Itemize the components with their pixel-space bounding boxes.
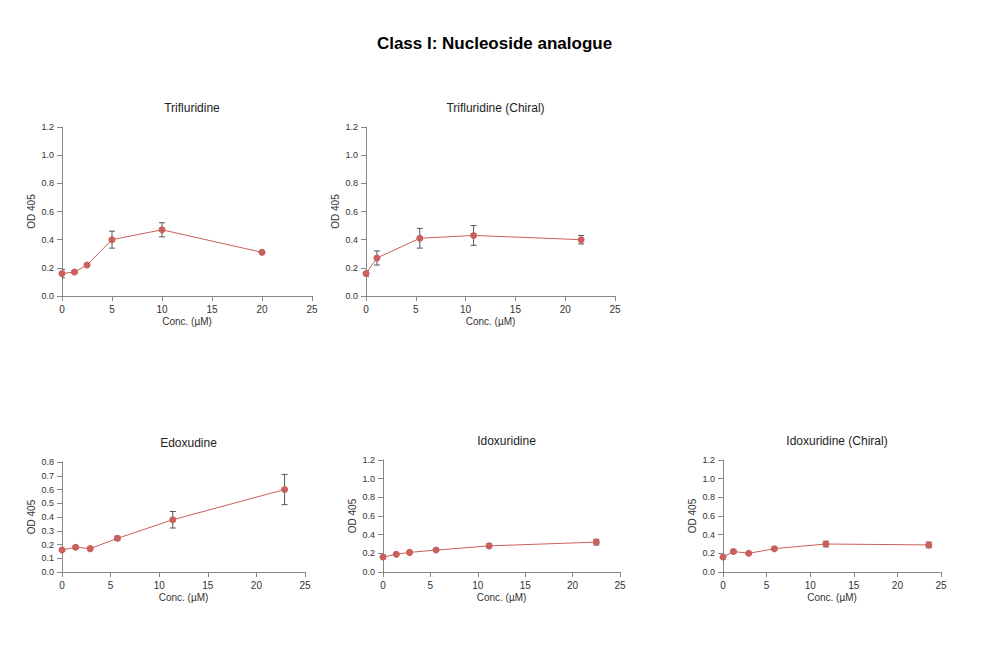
svg-text:0.8: 0.8 — [702, 492, 715, 502]
svg-text:0.5: 0.5 — [41, 498, 54, 508]
svg-text:0: 0 — [59, 304, 65, 315]
svg-text:0.6: 0.6 — [702, 511, 715, 521]
svg-text:0.4: 0.4 — [362, 530, 375, 540]
svg-text:Idoxuridine (Chiral): Idoxuridine (Chiral) — [786, 434, 887, 448]
svg-text:1.0: 1.0 — [41, 150, 54, 160]
svg-text:0.3: 0.3 — [41, 526, 54, 536]
svg-text:1.0: 1.0 — [702, 474, 715, 484]
svg-text:OD 405: OD 405 — [26, 499, 37, 534]
svg-text:15: 15 — [202, 580, 214, 591]
svg-text:0.8: 0.8 — [362, 492, 375, 502]
svg-text:OD 405: OD 405 — [26, 194, 37, 229]
svg-text:20: 20 — [560, 304, 572, 315]
svg-text:10: 10 — [156, 304, 168, 315]
svg-text:Edoxudine: Edoxudine — [160, 436, 217, 450]
svg-text:OD 405: OD 405 — [687, 498, 698, 533]
svg-text:0.0: 0.0 — [345, 291, 358, 301]
svg-text:5: 5 — [109, 304, 115, 315]
svg-text:10: 10 — [154, 580, 166, 591]
svg-text:Conc. (µM): Conc. (µM) — [807, 592, 857, 603]
svg-text:Class I: Nucleoside analogue: Class I: Nucleoside analogue — [377, 34, 612, 53]
svg-text:0.7: 0.7 — [41, 471, 54, 481]
svg-text:0.1: 0.1 — [41, 553, 54, 563]
svg-text:0.6: 0.6 — [362, 511, 375, 521]
svg-text:5: 5 — [413, 304, 419, 315]
svg-text:1.2: 1.2 — [702, 455, 715, 465]
svg-text:Trifluridine (Chiral): Trifluridine (Chiral) — [446, 101, 544, 115]
svg-text:1.0: 1.0 — [362, 474, 375, 484]
svg-text:25: 25 — [299, 580, 311, 591]
svg-text:0.0: 0.0 — [41, 291, 54, 301]
svg-text:20: 20 — [567, 580, 579, 591]
svg-text:Conc. (µM): Conc. (µM) — [162, 316, 212, 327]
svg-text:25: 25 — [614, 580, 626, 591]
svg-text:25: 25 — [609, 304, 621, 315]
svg-text:5: 5 — [108, 580, 114, 591]
svg-text:Idoxuridine: Idoxuridine — [477, 434, 536, 448]
svg-text:15: 15 — [206, 304, 218, 315]
svg-text:0.4: 0.4 — [702, 530, 715, 540]
svg-text:0.6: 0.6 — [41, 207, 54, 217]
svg-text:0.0: 0.0 — [702, 567, 715, 577]
svg-text:0.2: 0.2 — [362, 548, 375, 558]
svg-text:0.8: 0.8 — [41, 178, 54, 188]
svg-text:0.4: 0.4 — [345, 235, 358, 245]
svg-text:0.6: 0.6 — [41, 485, 54, 495]
svg-text:1.0: 1.0 — [345, 150, 358, 160]
svg-text:Trifluridine: Trifluridine — [164, 101, 220, 115]
svg-text:10: 10 — [805, 580, 817, 591]
svg-text:0.8: 0.8 — [41, 457, 54, 467]
svg-text:15: 15 — [510, 304, 522, 315]
svg-text:Conc. (µM): Conc. (µM) — [159, 592, 209, 603]
svg-text:20: 20 — [892, 580, 904, 591]
svg-text:25: 25 — [306, 304, 318, 315]
svg-text:25: 25 — [935, 580, 947, 591]
svg-text:0.4: 0.4 — [41, 235, 54, 245]
svg-text:0.6: 0.6 — [345, 207, 358, 217]
svg-text:0.2: 0.2 — [41, 263, 54, 273]
svg-text:1.2: 1.2 — [362, 455, 375, 465]
svg-text:Conc. (µM): Conc. (µM) — [477, 592, 527, 603]
svg-text:0.2: 0.2 — [702, 548, 715, 558]
svg-text:10: 10 — [460, 304, 472, 315]
svg-text:1.2: 1.2 — [41, 122, 54, 132]
svg-text:OD 405: OD 405 — [330, 194, 341, 229]
svg-text:Conc. (µM): Conc. (µM) — [466, 316, 516, 327]
svg-text:0: 0 — [363, 304, 369, 315]
svg-text:15: 15 — [520, 580, 532, 591]
svg-text:0.0: 0.0 — [362, 567, 375, 577]
svg-text:0.8: 0.8 — [345, 178, 358, 188]
svg-text:0.4: 0.4 — [41, 512, 54, 522]
svg-text:10: 10 — [472, 580, 484, 591]
svg-text:0: 0 — [380, 580, 386, 591]
svg-text:5: 5 — [764, 580, 770, 591]
svg-text:20: 20 — [251, 580, 263, 591]
svg-text:20: 20 — [256, 304, 268, 315]
svg-text:15: 15 — [848, 580, 860, 591]
svg-text:0.2: 0.2 — [41, 540, 54, 550]
svg-text:0.0: 0.0 — [41, 567, 54, 577]
svg-text:5: 5 — [428, 580, 434, 591]
svg-text:0: 0 — [720, 580, 726, 591]
svg-text:0: 0 — [59, 580, 65, 591]
svg-text:OD 405: OD 405 — [347, 498, 358, 533]
svg-text:1.2: 1.2 — [345, 122, 358, 132]
svg-text:0.2: 0.2 — [345, 263, 358, 273]
